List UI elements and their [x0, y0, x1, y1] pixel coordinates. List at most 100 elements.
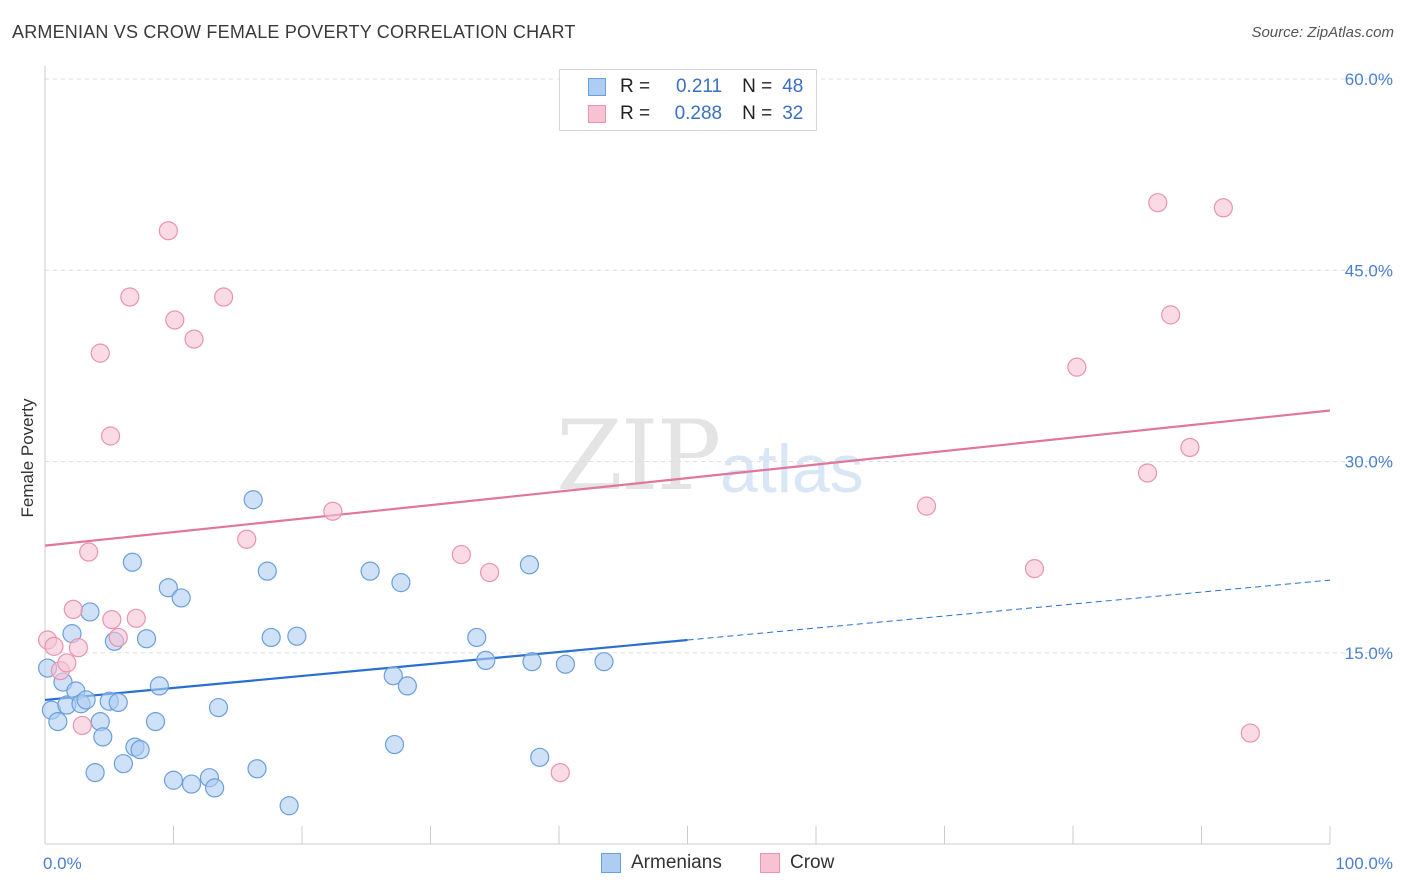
crow-point [44, 636, 64, 656]
armenians-point [530, 747, 550, 767]
armenians-point [519, 555, 540, 575]
crow-swatch [588, 105, 606, 123]
armenians-point [136, 629, 157, 649]
armenians-point [163, 770, 184, 790]
armenians-point [76, 690, 96, 710]
armenians-point [594, 652, 614, 672]
armenians-swatch [588, 78, 606, 96]
y-tick-label: 45.0% [1345, 261, 1393, 280]
series-legend: Armenians Crow [0, 852, 1406, 876]
crow-point [1213, 198, 1233, 218]
legend-item-armenians: Armenians [601, 852, 722, 874]
armenians-point [93, 727, 113, 747]
armenians-point [113, 754, 133, 774]
watermark-zip: ZIP [556, 400, 721, 512]
armenians-point [205, 778, 225, 798]
grid-lines [45, 78, 1392, 654]
crow-point [550, 762, 570, 783]
armenians-point [48, 711, 68, 732]
armenians-point [80, 602, 100, 622]
armenians-trend-line [44, 638, 688, 702]
crow-r-label: R = [620, 103, 651, 124]
armenians-point [208, 697, 229, 718]
crow-point [79, 542, 99, 562]
crow-point [1067, 357, 1087, 377]
crow-point [916, 496, 937, 516]
watermark-atlas: atlas [720, 431, 864, 507]
crow-point [1161, 305, 1181, 325]
crow-point [451, 544, 471, 565]
crow-point [323, 501, 343, 521]
armenians-r-label: R = [620, 76, 651, 97]
crow-n-label: N = [742, 103, 773, 124]
legend-row-crow: R = 0.288 N = 32 [588, 101, 803, 127]
crow-point [90, 343, 110, 363]
tick-labels: 15.0% 30.0% 45.0% 60.0% 0.0% 100.0% [43, 70, 1393, 873]
trend-lines [44, 409, 1331, 702]
crow-point [184, 329, 204, 349]
armenians-point [384, 734, 405, 755]
x-tick-label: 100.0% [1335, 854, 1393, 873]
crow-point [165, 310, 185, 330]
crow-point [102, 609, 122, 630]
armenians-point [383, 666, 403, 686]
crow-point [1240, 723, 1260, 743]
crow-point [158, 221, 178, 241]
armenians-point [243, 490, 263, 510]
crow-point [214, 287, 234, 307]
armenians-point [145, 711, 166, 732]
armenians-trend-extension [687, 579, 1331, 641]
data-points [37, 193, 1260, 816]
crow-legend-label: Crow [790, 852, 835, 873]
crow-point [1148, 193, 1168, 213]
armenians-point [279, 796, 299, 816]
armenians-point [171, 588, 191, 608]
armenians-point [360, 561, 380, 581]
legend-item-crow: Crow [760, 852, 834, 874]
armenians-point [247, 759, 267, 779]
armenians-r-value: 0.211 [675, 76, 723, 97]
crow-trend-line [44, 409, 1331, 547]
crow-point [108, 627, 128, 648]
crow-point [126, 608, 146, 628]
armenians-point [522, 652, 542, 672]
armenians-legend-swatch [601, 853, 621, 873]
armenians-point [149, 676, 169, 696]
y-tick-label: 60.0% [1345, 70, 1393, 89]
armenians-point [391, 573, 411, 593]
y-tick-label: 15.0% [1345, 644, 1393, 663]
crow-point [57, 653, 77, 673]
armenians-point [130, 740, 150, 760]
armenians-point [476, 650, 496, 671]
crow-point [100, 426, 121, 446]
armenians-point [257, 561, 277, 581]
armenians-n-label: N = [742, 76, 773, 97]
y-tick-label: 30.0% [1345, 453, 1393, 472]
x-tick-label: 0.0% [43, 854, 82, 873]
armenians-legend-label: Armenians [631, 852, 722, 873]
crow-point [72, 715, 92, 736]
crow-point [1024, 558, 1045, 579]
axes [44, 66, 1331, 845]
crow-point [63, 599, 83, 620]
crow-r-value: 0.288 [674, 103, 723, 124]
crow-point [68, 638, 89, 658]
armenians-point [181, 774, 202, 794]
armenians-n-value: 48 [782, 76, 804, 97]
crow-point [237, 529, 257, 549]
armenians-point [158, 578, 178, 598]
crow-point [1137, 463, 1158, 483]
armenians-point [261, 627, 281, 648]
armenians-point [122, 552, 142, 572]
armenians-point [108, 692, 128, 713]
crow-legend-swatch [760, 853, 780, 873]
armenians-point [555, 654, 576, 674]
crow-point [120, 287, 140, 307]
crow-point [1180, 437, 1200, 458]
source-label: Source: ZipAtlas.com [1251, 24, 1394, 41]
armenians-point [85, 762, 105, 783]
chart-title: ARMENIAN VS CROW FEMALE POVERTY CORRELAT… [12, 22, 576, 42]
armenians-point [397, 676, 417, 696]
crow-point [480, 562, 500, 583]
